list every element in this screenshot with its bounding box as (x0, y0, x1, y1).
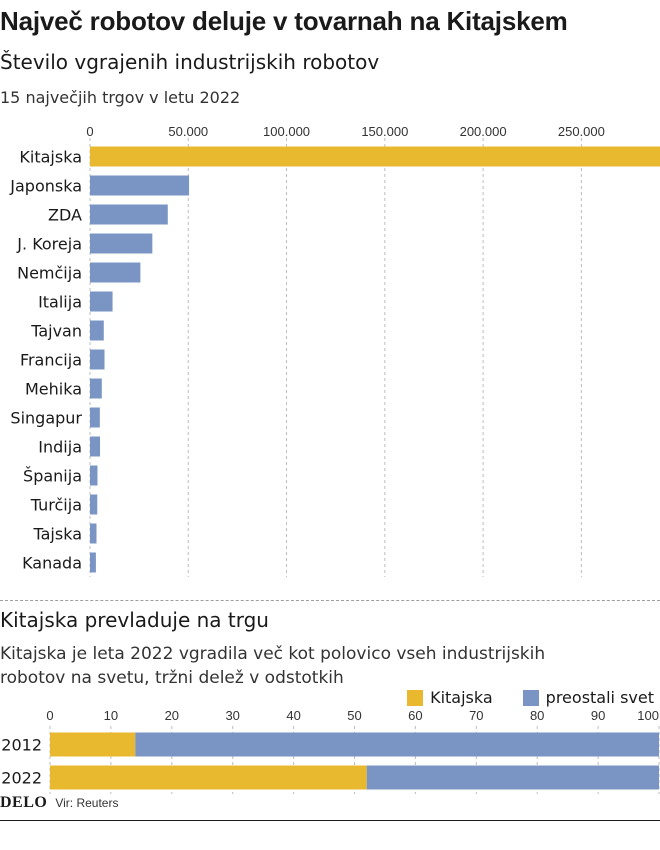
legend-swatch-rest (522, 689, 539, 706)
x-tick-label: 50.000 (168, 124, 208, 139)
x-tick-label: 10 (104, 708, 118, 723)
x-tick-label: 70 (469, 708, 483, 723)
x-tick-label: 30 (225, 708, 239, 723)
category-label: Tajvan (30, 322, 82, 341)
bar-segment-china-2022 (50, 765, 367, 790)
bar-japonska (90, 175, 190, 196)
category-label: Italija (38, 293, 82, 312)
legend-swatch-china (407, 689, 424, 706)
chart2-title: Kitajska prevladuje na trgu (0, 608, 269, 632)
category-label: Kitajska (19, 148, 82, 167)
chart1-title: Število vgrajenih industrijskih robotov (0, 50, 380, 74)
bar-nem-ija (90, 262, 141, 283)
x-tick-label: 0 (86, 124, 93, 139)
page-title: Največ robotov deluje v tovarnah na Kita… (0, 6, 568, 36)
category-label: Turčija (30, 496, 82, 515)
bar-francija (90, 349, 105, 370)
bar-mehika (90, 378, 102, 399)
chart1-subtitle: 15 največjih trgov v letu 2022 (0, 88, 241, 107)
chart2-subtitle: Kitajska je leta 2022 vgradila več kot p… (0, 642, 545, 690)
category-label: Singapur (10, 409, 82, 428)
chart2-subtitle-line-2: robotov na svetu, tržni delež v odstotki… (0, 668, 344, 688)
x-tick-label: 250.000 (558, 124, 605, 139)
legend-label-rest: preostali svet (545, 688, 654, 707)
bar-singapur (90, 407, 100, 428)
source-note: Vir: Reuters (55, 796, 119, 810)
category-label: Španija (23, 467, 82, 486)
category-label: Nemčija (17, 264, 82, 283)
legend-item-rest: preostali svet (522, 688, 654, 707)
robots-bar-chart: 0 50.000 100.000 150.000 200.000 250.000 Kitaj… (9, 124, 660, 577)
x-tick-label: 100.000 (263, 124, 310, 139)
x-tick-label: 60 (408, 708, 422, 723)
bar-italija (90, 291, 113, 312)
bar-indija (90, 436, 101, 457)
category-label: J. Koreja (16, 235, 82, 254)
x-tick-label: 150.000 (361, 124, 408, 139)
year-label: 2012 (1, 736, 42, 755)
bar-tur-ija (90, 494, 98, 515)
legend-label-china: Kitajska (430, 688, 493, 707)
section-divider (0, 600, 660, 601)
x-tick-label: 0 (46, 708, 53, 723)
bar-segment-rest-2022 (366, 765, 659, 790)
bar--panija (90, 465, 98, 486)
category-label: ZDA (48, 206, 82, 225)
bottom-rule (0, 820, 660, 821)
brand-logo: DELO (0, 794, 48, 811)
bar-segment-rest-2012 (135, 732, 659, 757)
category-label: Mehika (25, 380, 82, 399)
x-tick-label: 200.000 (460, 124, 507, 139)
legend: Kitajska preostali svet (385, 688, 654, 707)
category-label: Francija (20, 351, 82, 370)
bar-j-koreja (90, 233, 153, 254)
x-tick-label: 90 (591, 708, 605, 723)
bar-tajska (90, 523, 97, 544)
bar-zda (90, 204, 168, 225)
market-share-chart: 0 10 20 30 40 50 60 70 80 90 100 2012 2022 (1, 708, 660, 794)
category-label: Kanada (22, 554, 82, 573)
x-tick-label: 80 (530, 708, 544, 723)
legend-item-china: Kitajska (407, 688, 493, 707)
x-tick-label: 100 (637, 708, 659, 723)
footer: DELO Vir: Reuters (0, 794, 118, 812)
bar-segment-china-2012 (50, 732, 136, 757)
chart2-subtitle-line-1: Kitajska je leta 2022 vgradila več kot p… (0, 644, 546, 664)
bar-kitajska (90, 146, 660, 167)
x-tick-label: 20 (165, 708, 179, 723)
category-label: Tajska (33, 525, 83, 544)
bar-kanada (90, 552, 96, 573)
category-label: Indija (38, 438, 82, 457)
x-tick-label: 40 (286, 708, 300, 723)
bar-tajvan (90, 320, 104, 341)
x-tick-label: 50 (347, 708, 361, 723)
category-label: Japonska (9, 177, 82, 196)
year-label: 2022 (1, 769, 42, 788)
